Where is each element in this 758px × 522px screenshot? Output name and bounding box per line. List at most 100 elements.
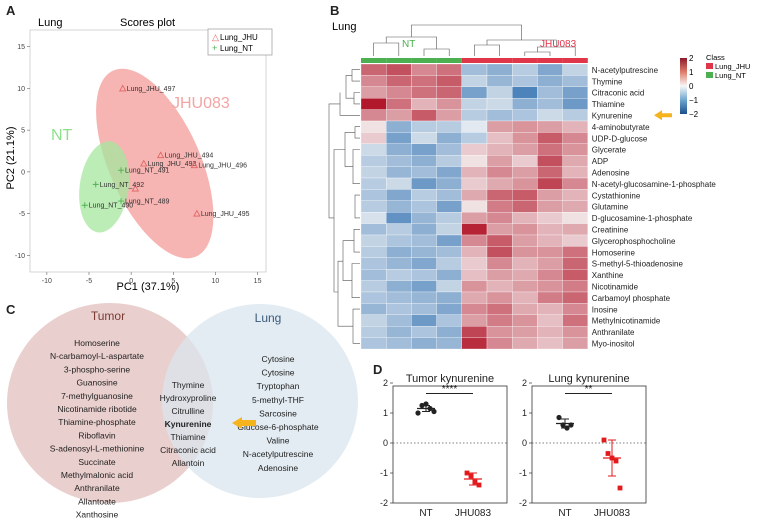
venn-shared-list: Thymine Hydroxyproline Citrulline Kynurenin… <box>160 380 217 468</box>
dotplot-x-label: JHU083 <box>455 508 492 519</box>
pca-point-label: Lung_JHU_494 <box>165 153 214 160</box>
heatmap-cell <box>562 143 588 156</box>
heatmap-cell <box>386 291 412 304</box>
heatmap-cell <box>360 75 387 87</box>
heatmap-cell <box>386 200 412 213</box>
heatmap-cell <box>386 63 412 76</box>
dotplot-point-nt <box>427 405 433 412</box>
heatmap-cell <box>360 143 387 156</box>
legend-class-label-nt: Lung_NT <box>715 71 746 80</box>
heatmap-class-bar-cell <box>461 58 487 63</box>
heatmap-cell <box>512 269 538 281</box>
heatmap-cell <box>386 280 412 293</box>
heatmap-cell <box>436 166 462 179</box>
heatmap-cell <box>486 337 513 350</box>
panel-c-venn: Tumor Lung Homoserine N-carbamoyl-L-aspar… <box>7 303 358 520</box>
venn-tumor-title: Tumor <box>91 309 125 323</box>
heatmap-cell <box>512 109 538 122</box>
heatmap-cell <box>386 98 412 110</box>
heatmap-cell <box>461 132 488 144</box>
heatmap-cell <box>512 86 538 99</box>
heatmap-cell <box>360 86 387 99</box>
heatmap-row-label: N-acetyl-glucosamine-1-phosphate <box>592 180 717 189</box>
pca-x-tick-label: 10 <box>212 278 220 285</box>
heatmap-cell <box>486 75 513 87</box>
heatmap-cell <box>461 234 488 247</box>
heatmap-row-label: Inosine <box>592 305 618 314</box>
heatmap-cell <box>562 166 588 179</box>
venn-lung-item: 5-methyl-THF <box>252 395 304 405</box>
pca-point-jhu <box>190 161 199 169</box>
venn-lung-list: Cytosine Cytosine Tryptophan 5-methyl-THF Sa… <box>237 354 319 473</box>
heatmap-cell <box>360 223 387 236</box>
heatmap-cell <box>512 326 538 338</box>
heatmap-cell <box>537 143 563 156</box>
heatmap-cell <box>461 120 488 133</box>
heatmap-row-dendrogram <box>345 75 354 99</box>
heatmap-cell <box>436 120 462 133</box>
heatmap-cell <box>537 223 563 236</box>
heatmap-cell <box>537 200 563 213</box>
heatmap-cell <box>386 326 412 338</box>
heatmap-cell <box>461 303 488 315</box>
heatmap-row-label: Nicotinamide <box>592 283 639 292</box>
heatmap-row-label: Carbamoyl phosphate <box>592 294 671 303</box>
heatmap-cell <box>562 246 588 258</box>
heatmap-cell <box>486 98 513 110</box>
venn-lung-item: N-acetylputrescine <box>243 449 314 459</box>
heatmap-cell <box>360 234 387 247</box>
heatmap-row-label: Myo-inositol <box>592 340 635 349</box>
dotplot-significance-label: **** <box>442 384 458 395</box>
venn-tumor-item: Allantoate <box>78 496 116 506</box>
pca-legend: △ Lung_JHU + Lung_NT <box>207 28 273 56</box>
heatmap-cell <box>486 86 513 99</box>
heatmap-cell <box>436 98 462 110</box>
heatmap-cell <box>537 120 563 133</box>
heatmap-cell <box>537 98 563 110</box>
heatmap-cell <box>436 109 462 122</box>
venn-tumor-item: 7-methylguanosine <box>61 391 133 401</box>
dotplot-point-jhu <box>476 482 482 488</box>
heatmap-cell <box>512 234 538 247</box>
heatmap-cell <box>411 155 437 167</box>
heatmap-cell <box>537 246 563 258</box>
dotplot-y-tick-label: 2 <box>522 378 527 388</box>
heatmap-cell <box>386 132 412 144</box>
pca-plot-frame <box>29 29 267 273</box>
colorbar-tick-0: 0 <box>689 82 694 91</box>
heatmap-cell <box>461 109 488 122</box>
panel-b-heatmap: Lung N-acetylputrescine Thymine Citraconic… <box>328 21 750 350</box>
heatmap-class-bar-cell <box>436 58 462 63</box>
heatmap-cell <box>411 314 437 327</box>
heatmap-cell <box>512 75 538 87</box>
heatmap-cell <box>360 177 387 190</box>
heatmap-cell <box>537 337 563 350</box>
heatmap-row-label: UDP-D-glucose <box>592 134 648 143</box>
heatmap-grid: N-acetylputrescine Thymine Citraconic acid… <box>328 24 717 350</box>
heatmap-cell <box>461 291 488 304</box>
venn-lung-item: Cytosine <box>261 354 294 364</box>
heatmap-cell <box>461 246 488 258</box>
heatmap-cell <box>436 337 462 350</box>
heatmap-cell <box>411 257 437 270</box>
heatmap-colorbar <box>680 58 687 114</box>
heatmap-cell <box>537 86 563 99</box>
heatmap-cell <box>386 223 412 236</box>
panel-b-tissue-label: Lung <box>332 21 356 33</box>
heatmap-cell <box>486 63 513 76</box>
heatmap-cell <box>386 303 412 315</box>
dotplot-point-nt <box>431 408 437 415</box>
venn-shared-item: Thiamine <box>171 432 206 442</box>
heatmap-cell <box>562 120 588 133</box>
heatmap-cell <box>360 314 387 327</box>
heatmap-cell <box>537 166 563 179</box>
heatmap-cell <box>461 189 488 201</box>
heatmap-cell <box>486 246 513 258</box>
heatmap-cell <box>360 326 387 338</box>
pca-legend-jhu-label: Lung_JHU <box>220 33 258 42</box>
heatmap-class-bar-cell <box>537 58 563 63</box>
heatmap-cell <box>512 280 538 293</box>
pca-x-tick-label: -10 <box>42 278 52 285</box>
heatmap-cell <box>386 246 412 258</box>
heatmap-cell <box>436 63 462 76</box>
